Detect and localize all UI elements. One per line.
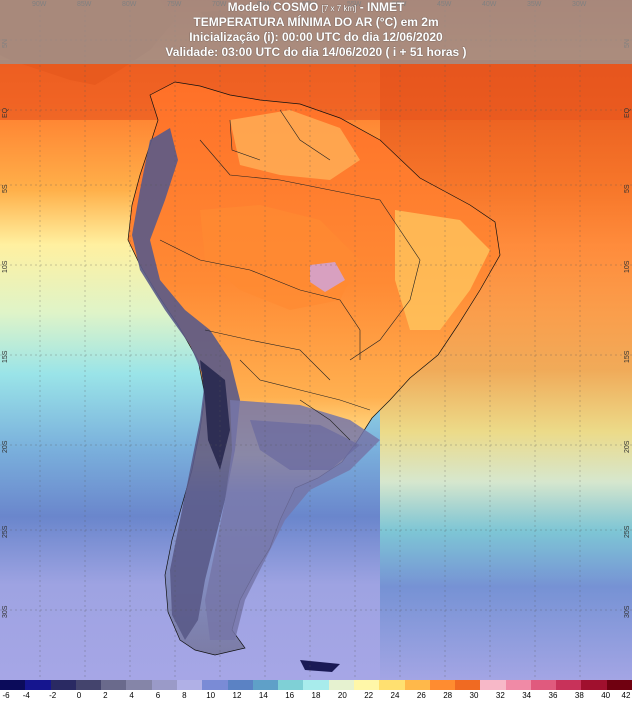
- legend-colorbar: [0, 680, 632, 690]
- legend-label: 28: [443, 691, 453, 700]
- latitude-label: EQ: [624, 107, 631, 118]
- legend-labels: -6 -4 -2 0 2 4 6 8 10 12 14 16 18 20 22 24 26 28 30 32 34 36 3…: [0, 691, 632, 701]
- latitude-label: 15S: [2, 350, 9, 363]
- temperature-map: [0, 0, 632, 680]
- legend-label: 32: [495, 691, 505, 700]
- legend-swatch: [202, 680, 228, 690]
- legend-swatch: [353, 680, 380, 690]
- legend-label: 0: [76, 691, 82, 700]
- legend-swatch: [252, 680, 279, 690]
- model-name: Modelo COSMO: [227, 0, 319, 14]
- legend-swatch: [530, 680, 557, 690]
- map-header: Modelo COSMO [7 x 7 km] - INMET TEMPERAT…: [0, 0, 632, 64]
- legend-swatch: [227, 680, 253, 690]
- valid-time: Validade: 03:00 UTC do dia 14/06/2020 ( …: [165, 45, 467, 59]
- legend-swatch: [0, 680, 26, 690]
- latitude-label: EQ: [2, 107, 9, 118]
- legend-swatch: [278, 680, 304, 690]
- legend-label: 4: [129, 691, 134, 700]
- legend-swatch: [50, 680, 76, 690]
- atlantic-field: [380, 60, 632, 680]
- legend-swatch: [25, 680, 51, 690]
- legend-label: 12: [232, 691, 242, 700]
- legend-swatch: [606, 680, 632, 690]
- latitude-label: 5S: [2, 184, 9, 193]
- latitude-label: 10S: [624, 260, 631, 273]
- andes-coldest-core: [200, 360, 230, 470]
- andes-cold-spine: [132, 128, 240, 640]
- latitude-label: 15S: [624, 350, 631, 363]
- color-legend: -6 -4 -2 0 2 4 6 8 10 12 14 16 18 20 22 24 26 28 30 32 34 36 3…: [0, 680, 632, 701]
- latitude-label: 5S: [624, 184, 631, 193]
- legend-swatch: [303, 680, 329, 690]
- latitude-label: 25S: [2, 525, 9, 538]
- model-resolution: [7 x 7 km]: [321, 4, 357, 13]
- pink-hot-spot: [310, 262, 345, 292]
- northeast-warm-patch: [395, 210, 490, 330]
- variable-title: TEMPERATURA MÍNIMA DO AR (°C) em 2m: [193, 15, 439, 29]
- legend-label: 2: [103, 691, 108, 700]
- legend-label: 14: [258, 691, 268, 700]
- legend-label: -2: [49, 691, 57, 700]
- legend-swatch: [429, 680, 456, 690]
- legend-label: 34: [522, 691, 532, 700]
- latitude-label: 20S: [624, 440, 631, 453]
- legend-label: 20: [337, 691, 347, 700]
- legend-label: 18: [311, 691, 321, 700]
- legend-swatch: [556, 680, 582, 690]
- legend-label: 38: [574, 691, 584, 700]
- legend-label: 10: [206, 691, 216, 700]
- legend-swatch: [379, 680, 405, 690]
- legend-label: 42: [621, 691, 631, 700]
- guiana-warm-patch: [230, 110, 360, 180]
- legend-swatch: [75, 680, 102, 690]
- legend-swatch: [151, 680, 177, 690]
- legend-swatch: [480, 680, 506, 690]
- legend-swatch: [126, 680, 152, 690]
- legend-swatch: [455, 680, 481, 690]
- legend-label: 24: [390, 691, 400, 700]
- legend-swatch: [505, 680, 531, 690]
- legend-label: 16: [285, 691, 295, 700]
- latitude-label: 25S: [624, 525, 631, 538]
- legend-swatch: [581, 680, 607, 690]
- legend-swatch: [176, 680, 203, 690]
- south-dark-spot: [300, 660, 340, 672]
- latitude-label: 10S: [2, 260, 9, 273]
- legend-label: 36: [548, 691, 558, 700]
- model-title: Modelo COSMO [7 x 7 km] - INMET: [0, 0, 632, 16]
- legend-swatch: [101, 680, 127, 690]
- latitude-label: 20S: [2, 440, 9, 453]
- legend-label: 6: [155, 691, 161, 700]
- legend-label: 30: [469, 691, 479, 700]
- legend-swatch: [328, 680, 354, 690]
- legend-label: 22: [364, 691, 374, 700]
- init-time: Inicialização (i): 00:00 UTC do dia 12/0…: [189, 30, 443, 44]
- model-org: - INMET: [359, 0, 405, 14]
- legend-label: 26: [416, 691, 426, 700]
- legend-label: -6: [2, 691, 10, 700]
- latitude-label: 30S: [624, 605, 631, 618]
- legend-label: -4: [22, 691, 30, 700]
- legend-label: 8: [182, 691, 187, 700]
- legend-label: 40: [601, 691, 611, 700]
- legend-swatch: [404, 680, 430, 690]
- latitude-label: 30S: [2, 605, 9, 618]
